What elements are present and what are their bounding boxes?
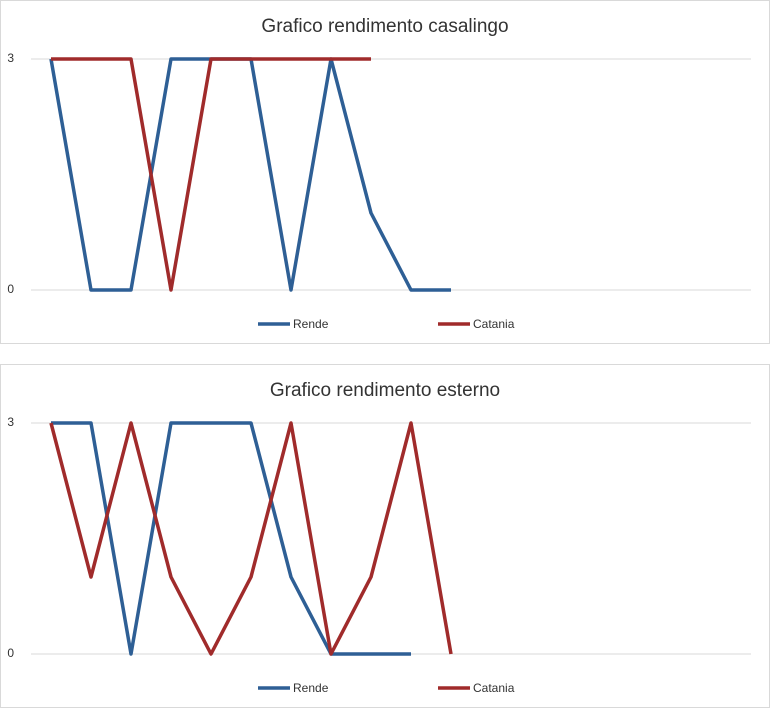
legend-label: Catania xyxy=(473,681,515,695)
data-line xyxy=(49,421,453,656)
chart-title: Grafico rendimento casalingo xyxy=(261,16,508,37)
legend-label: Rende xyxy=(293,681,329,695)
legend-label: Catania xyxy=(473,317,515,331)
chart-frame xyxy=(0,364,770,708)
chart-title: Grafico rendimento esterno xyxy=(270,380,500,401)
y-tick-label: 0 xyxy=(7,282,14,296)
chart-frame xyxy=(0,0,770,344)
y-tick-label: 0 xyxy=(7,646,14,660)
chart: Grafico rendimento casalingo 0 3 Rende Catan… xyxy=(0,0,770,344)
legend-label: Rende xyxy=(293,317,329,331)
data-line xyxy=(51,57,371,292)
data-line xyxy=(51,421,411,656)
y-tick-label: 3 xyxy=(7,51,14,65)
y-tick-label: 3 xyxy=(7,415,14,429)
chart: Grafico rendimento esterno 0 3 Rende Catania xyxy=(0,364,770,708)
